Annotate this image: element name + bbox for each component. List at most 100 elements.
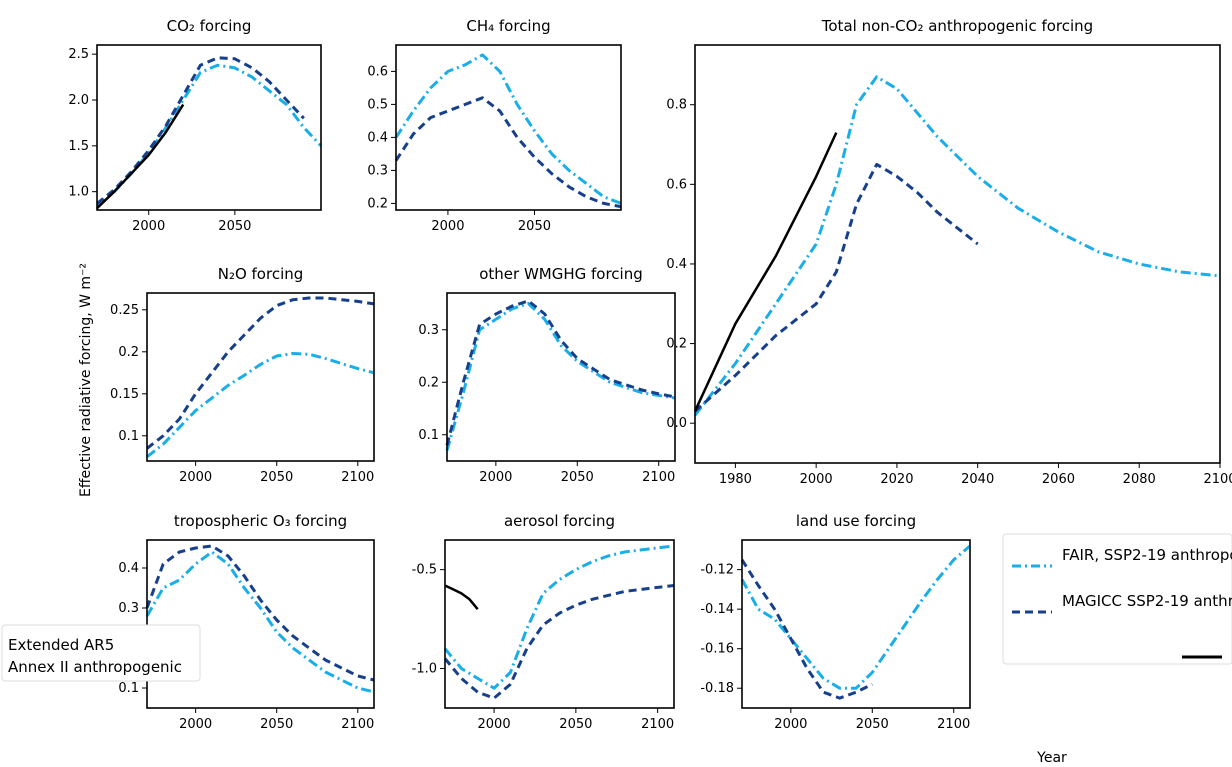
legend-label-ar5-line2: Annex II anthropogenic: [8, 658, 182, 676]
legend-label-magicc: MAGICC SSP2-19 anthropogenic: [1062, 592, 1232, 610]
legend-label-magicc-text: MAGICC SSP2-19 anthropogenic: [1062, 592, 1232, 610]
x-tick-label: 2050: [518, 219, 551, 234]
y-tick-label: 0.2: [666, 337, 687, 352]
panel-0: 1.0 1.5 2.0 2.5 2000 2050 CO₂ forcing: [68, 17, 323, 234]
x-tick-label: 2000: [478, 717, 511, 732]
x-tick-label: 2000: [800, 472, 833, 487]
series-line-ar5: [693, 132, 838, 412]
series-line-fair: [445, 302, 676, 451]
series-line-magicc: [394, 96, 622, 209]
x-tick-label: 2000: [179, 470, 212, 485]
series-line-magicc: [445, 299, 676, 446]
y-tick-label: 0.2: [118, 345, 139, 360]
legend-box-right: [1002, 533, 1232, 665]
y-tick-label: 0.2: [367, 196, 388, 211]
series-line-fair: [394, 53, 622, 205]
x-tick-label: 2000: [774, 717, 807, 732]
x-tick-label: 1980: [719, 472, 752, 487]
panel-title: CH₄ forcing: [466, 17, 550, 35]
series-line-magicc: [96, 56, 305, 205]
y-tick-label: 0.1: [118, 429, 139, 444]
series-line-magicc: [146, 296, 375, 450]
panel-title: aerosol forcing: [504, 512, 615, 530]
panel-6: -1.0 -0.5 2000 2050 2100 aerosol forcing: [412, 512, 675, 732]
x-tick-label: 2050: [856, 717, 889, 732]
panels: 1.0 1.5 2.0 2.5 2000 2050 CO₂ forcing 0.2 0.3 0.4…: [68, 17, 1232, 732]
axis-frame: [694, 44, 1221, 464]
y-tick-label: -0.5: [412, 563, 437, 578]
y-tick-label: -0.14: [700, 602, 734, 617]
x-tick-label: 2050: [218, 219, 251, 234]
x-tick-label: 2100: [641, 717, 674, 732]
y-tick-label: 0.1: [118, 681, 139, 696]
y-tick-label: 1.5: [68, 139, 89, 154]
y-tick-label: 2.5: [68, 47, 89, 62]
panel-7: -0.18 -0.16 -0.14 -0.12 2000 2050 2100 land use…: [700, 512, 971, 732]
x-tick-label: 2000: [179, 717, 212, 732]
panel-title: tropospheric O₃ forcing: [174, 512, 347, 530]
series-line-magicc: [740, 558, 873, 700]
axis-frame: [444, 539, 675, 709]
legend-box-left: [1, 624, 201, 682]
y-tick-label: 0.3: [367, 163, 388, 178]
axis-frame: [741, 539, 971, 709]
series-line-fair: [96, 63, 323, 207]
x-tick-label: 2050: [260, 717, 293, 732]
y-tick-label: -0.12: [700, 563, 734, 578]
series-line-ar5: [96, 103, 185, 210]
x-tick-label: 2080: [1123, 472, 1156, 487]
y-tick-label: 0.4: [118, 561, 139, 576]
y-tick-label: 0.4: [666, 257, 687, 272]
y-tick-label: 0.15: [110, 387, 139, 402]
y-tick-label: 2.0: [68, 93, 89, 108]
x-tick-label: 2020: [880, 472, 913, 487]
panel-4: 0.1 0.2 0.3 2000 2050 2100 other WMGHG forcing: [418, 265, 676, 485]
series-line-magicc: [443, 584, 675, 700]
x-tick-label: 2050: [561, 470, 594, 485]
y-tick-label: 0.3: [418, 323, 439, 338]
panel-title: land use forcing: [796, 512, 916, 530]
panel-2: 0.0 0.2 0.4 0.6 0.8 1980 2000 2020 2040 2060 2080 2…: [666, 17, 1232, 487]
x-tick-label: 2000: [132, 219, 165, 234]
y-tick-label: -0.18: [700, 681, 734, 696]
y-tick-label: 0.3: [118, 601, 139, 616]
axis-frame: [395, 44, 622, 211]
series-line-fair: [145, 550, 375, 694]
panel-title: Total non-CO₂ anthropogenic forcing: [821, 17, 1093, 35]
series-line-fair: [740, 544, 971, 690]
axis-frame: [146, 539, 375, 709]
series-line-fair: [146, 352, 375, 458]
series-line-fair: [693, 75, 1221, 417]
panel-1: 0.2 0.3 0.4 0.5 0.6 2000 2050 CH₄ forcing: [367, 17, 622, 234]
legend-label-fair-text: FAIR, SSP2-19 anthropogenic: [1062, 546, 1232, 564]
y-tick-label: 0.5: [367, 97, 388, 112]
x-tick-label: 2100: [1203, 472, 1232, 487]
x-tick-label: 2000: [431, 219, 464, 234]
x-tick-label: 2100: [937, 717, 970, 732]
x-tick-label: 2060: [1042, 472, 1075, 487]
y-tick-label: 0.1: [418, 428, 439, 443]
x-tick-label: 2050: [559, 717, 592, 732]
y-tick-label: 0.25: [110, 303, 139, 318]
panel-title: other WMGHG forcing: [479, 265, 643, 283]
y-tick-label: 0.8: [666, 98, 687, 113]
y-tick-label: 0.6: [666, 177, 687, 192]
x-tick-label: 2040: [961, 472, 994, 487]
panel-title: N₂O forcing: [218, 265, 304, 283]
series-line-fair: [443, 544, 675, 690]
y-axis-label: Effective radiative forcing, W m⁻²: [78, 263, 94, 497]
axis-frame: [446, 292, 676, 462]
y-tick-label: -0.16: [700, 642, 734, 657]
legend-label-fair: FAIR, SSP2-19 anthropogenic: [1062, 546, 1232, 564]
axis-frame: [96, 44, 322, 211]
x-tick-label: 2000: [479, 470, 512, 485]
series-line-magicc: [694, 162, 979, 413]
x-tick-label: 2050: [260, 470, 293, 485]
panel-title: CO₂ forcing: [167, 17, 252, 35]
panel-3: 0.1 0.15 0.2 0.25 2000 2050 2100 N₂O forcing: [110, 265, 375, 485]
y-tick-label: -1.0: [412, 661, 437, 676]
y-tick-label: 0.4: [367, 130, 388, 145]
series-line-ar5: [444, 584, 479, 610]
